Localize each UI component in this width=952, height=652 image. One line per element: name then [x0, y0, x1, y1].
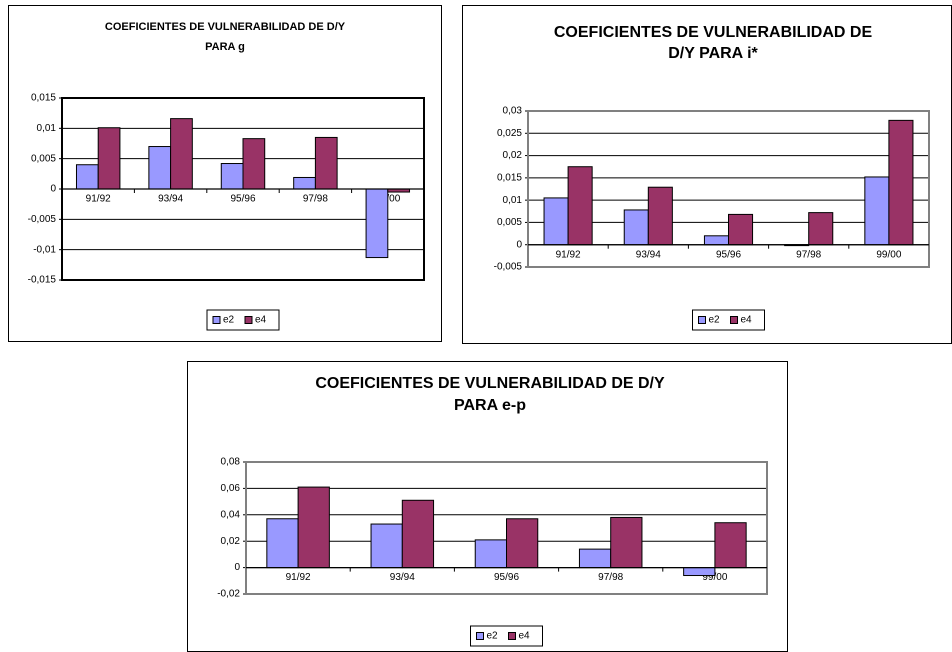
y-tick-label: 0,02 — [221, 536, 241, 547]
bar — [293, 176, 316, 190]
legend-label: e4 — [741, 315, 753, 326]
bar — [543, 197, 569, 246]
y-tick-label: 0,005 — [31, 153, 56, 164]
bar — [266, 518, 299, 569]
y-tick-label: -0,005 — [494, 262, 523, 273]
bar — [808, 212, 834, 246]
x-tick-label: 93/94 — [158, 194, 183, 205]
chart-title: PARA e-p — [454, 397, 526, 414]
legend-frame — [692, 309, 765, 331]
x-tick-label: 95/96 — [494, 572, 519, 583]
bar — [75, 164, 99, 190]
x-tick-label: 95/96 — [716, 249, 741, 260]
x-tick-label: 97/98 — [303, 194, 328, 205]
legend-swatch — [244, 316, 253, 324]
y-tick-label: 0,04 — [221, 509, 241, 520]
legend-label: e4 — [519, 631, 531, 642]
y-tick-label: 0 — [50, 184, 56, 195]
y-tick-label: -0,02 — [217, 589, 240, 600]
bar — [623, 209, 649, 246]
legend-swatch — [212, 316, 221, 324]
bar — [314, 136, 338, 190]
x-tick-label: 97/98 — [598, 572, 623, 583]
bar — [714, 522, 747, 569]
x-tick-label: 99/00 — [876, 249, 901, 260]
legend-label: e2 — [709, 315, 721, 326]
legend-swatch — [698, 316, 706, 324]
chart-frame — [462, 5, 952, 344]
y-tick-label: 0,03 — [503, 106, 523, 117]
bar — [97, 127, 121, 190]
bar — [567, 166, 593, 246]
x-tick-label: 91/92 — [86, 194, 111, 205]
chart-title: COEFICIENTES DE VULNERABILIDAD DE D/Y — [105, 21, 346, 33]
y-tick-label: 0,08 — [221, 457, 241, 468]
bar — [365, 188, 389, 259]
chart: COEFICIENTES DE VULNERABILIDAD DE D/Y PAR… — [187, 361, 788, 652]
y-tick-label: 0,025 — [497, 128, 522, 139]
y-tick-label: 0,015 — [497, 172, 522, 183]
legend-swatch — [508, 632, 516, 640]
bar — [242, 138, 266, 190]
legend-label: e2 — [223, 315, 235, 326]
chart-title: PARA g — [205, 41, 245, 53]
x-tick-label: 99/00 — [702, 572, 727, 583]
y-tick-label: 0,02 — [503, 150, 523, 161]
bar — [370, 523, 403, 569]
plot-frame — [245, 461, 768, 595]
x-tick-label: 93/94 — [390, 572, 415, 583]
bar — [297, 486, 330, 569]
bar — [148, 146, 172, 190]
x-tick-label: 91/92 — [286, 572, 311, 583]
bar — [170, 118, 193, 190]
chart-title: COEFICIENTES DE VULNERABILIDAD DE D/Y — [315, 375, 665, 392]
y-tick-label: 0 — [234, 562, 240, 573]
legend-swatch — [730, 316, 738, 324]
x-tick-label: 95/96 — [230, 194, 255, 205]
bar — [506, 518, 539, 569]
bar — [401, 499, 435, 569]
legend-frame — [206, 309, 280, 331]
bar — [864, 176, 890, 246]
bar — [703, 235, 730, 246]
y-tick-label: -0,01 — [33, 244, 56, 255]
chart-title: COEFICIENTES DE VULNERABILIDAD DE — [554, 24, 873, 41]
bar — [683, 567, 716, 577]
bar — [220, 163, 244, 190]
bar — [610, 516, 643, 569]
x-tick-label: 91/92 — [556, 249, 581, 260]
y-tick-label: 0,01 — [37, 123, 57, 134]
bar — [647, 186, 673, 246]
y-tick-label: 0,06 — [221, 483, 241, 494]
y-tick-label: 0,015 — [31, 93, 56, 104]
chart-title: D/Y PARA i* — [668, 45, 758, 62]
bar — [888, 119, 914, 246]
bar — [474, 539, 507, 569]
y-tick-label: 0 — [516, 239, 522, 250]
plot-frame — [527, 110, 930, 268]
legend-label: e2 — [487, 631, 499, 642]
bar — [578, 548, 612, 569]
chart-frame — [187, 361, 788, 652]
y-tick-label: -0,005 — [28, 214, 57, 225]
x-tick-label: 93/94 — [636, 249, 661, 260]
bar — [728, 213, 754, 246]
y-tick-label: -0,015 — [28, 275, 57, 286]
chart: COEFICIENTES DE VULNERABILIDAD DE D/Y PAR… — [8, 5, 442, 342]
legend-swatch — [476, 632, 484, 640]
legend-label: e4 — [255, 315, 267, 326]
legend-frame — [470, 625, 543, 647]
chart: COEFICIENTES DE VULNERABILIDAD DE D/Y PAR… — [462, 5, 952, 344]
x-tick-label: 97/98 — [796, 249, 821, 260]
y-tick-label: 0,005 — [497, 217, 522, 228]
y-tick-label: 0,01 — [503, 195, 523, 206]
